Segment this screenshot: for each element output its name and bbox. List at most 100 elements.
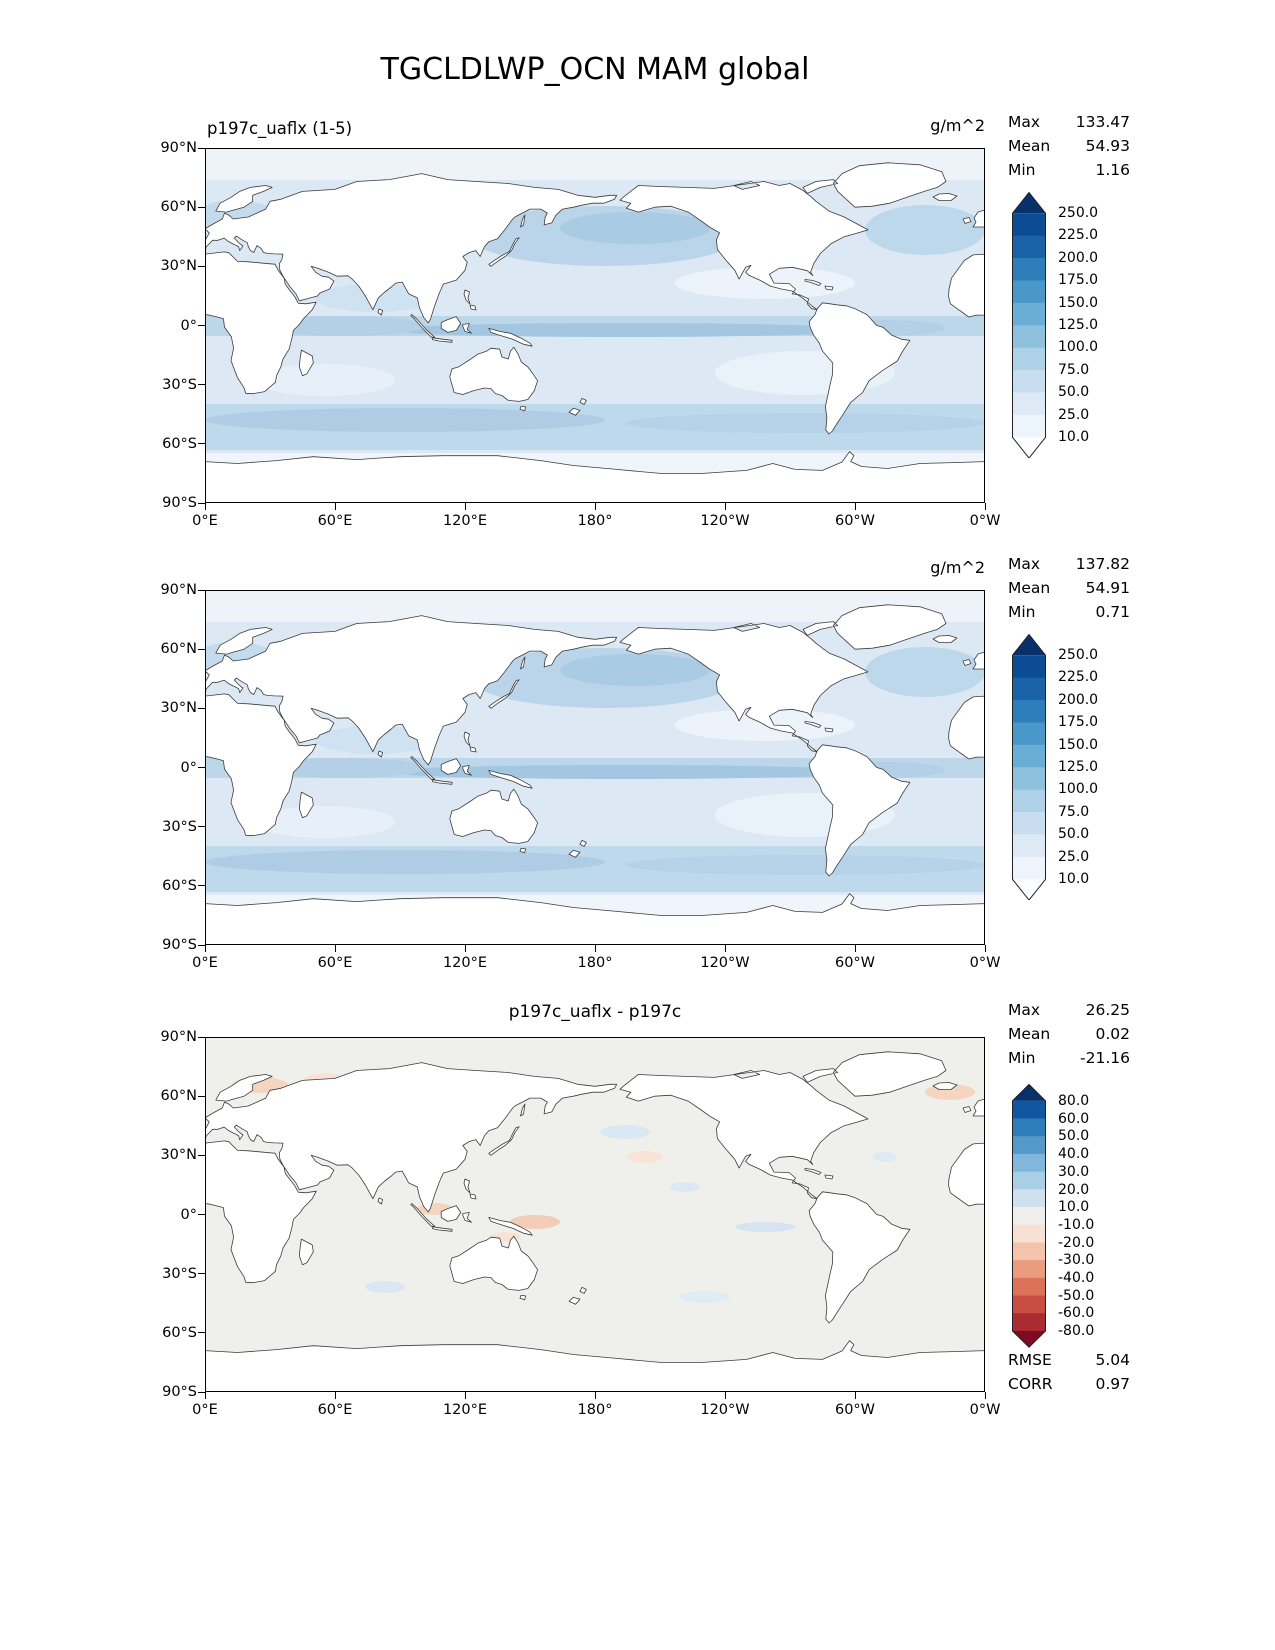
colorbar-tick-label: 100.0 [1058, 781, 1099, 798]
colorbar-tick-label: 10.0 [1058, 429, 1090, 445]
colorbar-tick-label: 250.0 [1058, 205, 1099, 221]
lon-tick-mark [854, 945, 856, 952]
lon-tick-label: 60°E [317, 513, 353, 529]
colorbar-panel-2 [1012, 633, 1046, 901]
lat-tick-label: 90°N [160, 140, 197, 156]
panel3-title: p197c_uaflx - p197c [508, 1002, 682, 1022]
lon-tick-label: 180° [577, 513, 613, 529]
lat-tick-mark [198, 384, 205, 386]
colorbar-tick-label: 25.0 [1058, 406, 1090, 423]
lon-tick-label: 60°E [317, 955, 353, 971]
lon-tick-mark [854, 503, 856, 510]
stat-row: CORR 0.97 [1008, 1372, 1130, 1396]
lat-tick-label: 30°N [160, 1147, 197, 1164]
lat-tick-label: 90°N [160, 1029, 197, 1045]
lon-tick-label: 180° [577, 1402, 613, 1418]
min-value: 0.71 [1095, 603, 1130, 621]
lat-tick-mark [198, 1095, 205, 1097]
stat-row: Max 137.82 [1008, 552, 1130, 576]
lon-tick-label: 120°W [700, 1402, 750, 1418]
lat-tick-mark [198, 767, 205, 768]
max-value: 133.47 [1075, 113, 1130, 131]
stat-row: Min 1.16 [1008, 158, 1130, 182]
lon-tick-mark [334, 503, 336, 510]
lon-tick-label: 120°E [442, 955, 488, 971]
map-frame [205, 1037, 985, 1392]
mean-label: Mean [1008, 1025, 1051, 1043]
panel1-title: p197c_uaflx (1-5) [207, 119, 353, 138]
colorbar-tick-label: 75.0 [1058, 361, 1090, 378]
map-panel-1 [205, 148, 985, 503]
lon-tick-mark [464, 1392, 466, 1399]
lat-tick-mark [198, 1036, 205, 1038]
stat-row: Max 133.47 [1008, 110, 1130, 134]
lat-tick-label: 60°N [160, 1088, 197, 1105]
lat-tick-mark [198, 1214, 205, 1215]
lat-tick-label: 90°N [160, 582, 197, 598]
lat-tick-mark [198, 502, 205, 504]
colorbar-tick-label: 250.0 [1058, 647, 1099, 663]
lat-tick-mark [198, 707, 205, 709]
min-value: -21.16 [1080, 1049, 1130, 1067]
lon-tick-mark [204, 1392, 206, 1399]
mean-value: 0.02 [1095, 1025, 1130, 1043]
colorbar-tick-label: -20.0 [1058, 1234, 1095, 1251]
min-value: 1.16 [1095, 161, 1130, 179]
mean-label: Mean [1008, 137, 1051, 155]
min-label: Min [1008, 161, 1036, 179]
lat-tick-label: 60°S [162, 435, 197, 452]
lat-tick-mark [198, 885, 205, 887]
panel3-skill-stats: RMSE 5.04 CORR 0.97 [1008, 1348, 1130, 1396]
lon-tick-label: 60°E [317, 1402, 353, 1418]
colorbar-tick-label: 225.0 [1058, 669, 1099, 686]
lat-tick-mark [198, 826, 205, 828]
colorbar-tick-label: 20.0 [1058, 1181, 1090, 1198]
stat-row: Min 0.71 [1008, 600, 1130, 624]
colorbar-panel-1 [1012, 191, 1046, 459]
lat-tick-label: 60°N [160, 199, 197, 216]
min-label: Min [1008, 603, 1036, 621]
lat-tick-label: 90°S [162, 495, 197, 511]
lon-tick-mark [204, 945, 206, 952]
lat-tick-label: 60°N [160, 641, 197, 658]
lon-tick-mark [854, 1392, 856, 1399]
colorbar-tick-label: 50.0 [1058, 1128, 1090, 1145]
lon-tick-label: 120°W [700, 955, 750, 971]
lon-tick-label: 180° [577, 955, 613, 971]
lon-tick-mark [594, 1392, 596, 1399]
colorbar-tick-label: 125.0 [1058, 759, 1099, 775]
colorbar-tick-label: 175.0 [1058, 714, 1099, 731]
lon-tick-label: 0°W [969, 955, 1001, 971]
max-label: Max [1008, 1001, 1041, 1019]
colorbar-tick-label: 150.0 [1058, 736, 1099, 753]
colorbar-tick-label: -10.0 [1058, 1216, 1095, 1233]
min-label: Min [1008, 1049, 1036, 1067]
colorbar-tick-label: -80.0 [1058, 1323, 1095, 1340]
max-value: 26.25 [1085, 1001, 1130, 1019]
lon-tick-mark [334, 945, 336, 952]
lon-tick-mark [464, 945, 466, 952]
max-label: Max [1008, 113, 1041, 131]
lon-tick-label: 60°W [834, 955, 876, 971]
colorbar-tick-label: -50.0 [1058, 1287, 1095, 1304]
stat-row: Min -21.16 [1008, 1046, 1130, 1070]
lon-tick-mark [724, 503, 726, 510]
colorbar-tick-label: 200.0 [1058, 691, 1099, 708]
stat-row: Mean 54.91 [1008, 576, 1130, 600]
lon-tick-label: 0°E [192, 955, 218, 971]
stat-row: Max 26.25 [1008, 998, 1130, 1022]
colorbar-tick-label: 75.0 [1058, 803, 1090, 820]
lat-tick-label: 0° [180, 759, 197, 776]
lon-tick-mark [984, 945, 986, 952]
lon-tick-mark [464, 503, 466, 510]
colorbar-tick-label: 10.0 [1058, 1199, 1090, 1216]
lat-tick-label: 30°S [162, 1265, 197, 1282]
corr-value: 0.97 [1095, 1375, 1130, 1393]
lon-tick-mark [724, 1392, 726, 1399]
colorbar-tick-label: -60.0 [1058, 1305, 1095, 1322]
lat-tick-mark [198, 206, 205, 208]
lon-tick-label: 120°E [442, 513, 488, 529]
lat-tick-mark [198, 1273, 205, 1275]
lon-tick-label: 0°W [969, 513, 1001, 529]
lon-tick-mark [334, 1392, 336, 1399]
